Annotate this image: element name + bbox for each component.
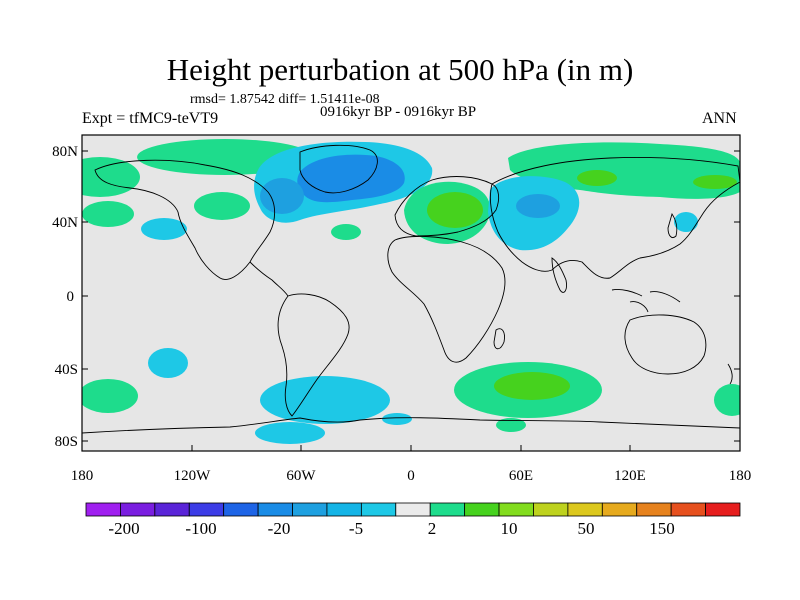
colorbar-swatch [498, 502, 534, 517]
contour-cyan-s-pacific [148, 348, 188, 378]
colorbar-label: -20 [268, 519, 291, 538]
colorbar-swatch [223, 502, 259, 517]
colorbar-label: 2 [428, 519, 437, 538]
colorbar-label: 10 [501, 519, 518, 538]
coast-greenland [299, 144, 378, 194]
colorbar-labels: -200 -100 -20 -5 2 10 50 150 [108, 519, 674, 538]
contour-teal-w-pacific [82, 201, 134, 227]
contour-cyan-s-atlantic-2 [382, 413, 412, 425]
coast-north-america [94, 159, 276, 280]
contour-green-europe [427, 192, 483, 228]
colorbar-swatch [154, 502, 190, 517]
experiment-label: Expt = tfMC9-teVT9 [82, 110, 219, 127]
coastlines [82, 144, 740, 434]
x-tick-label: 180 [71, 468, 94, 484]
colorbar [85, 502, 741, 517]
colorbar-swatch [257, 502, 293, 517]
colorbar-swatch [533, 502, 569, 517]
colorbar-label: -200 [108, 519, 139, 538]
period-label: 0916kyr BP - 0916kyr BP [320, 104, 477, 120]
colorbar-label: -100 [185, 519, 216, 538]
map-panel: 80N 40N 0 40S 80S 180 120W 60W 0 60E 120… [52, 134, 752, 484]
contour-light-blue-labrador [260, 178, 304, 214]
coast-australia [624, 314, 707, 375]
y-tick-label: 40S [55, 362, 78, 378]
y-tick-label: 0 [67, 289, 75, 305]
coast-india [551, 257, 567, 293]
contour-green-siberia [577, 170, 617, 186]
contour-teal-n-pacific [82, 157, 140, 197]
x-tick-label: 120W [174, 468, 212, 484]
contour-cyan-pacific [141, 218, 187, 240]
contour-teal-ne-pacific [194, 192, 250, 220]
x-tick-labels: 180 120W 60W 0 60E 120E 180 [71, 468, 752, 484]
x-tick-label: 120E [614, 468, 646, 484]
contour-green-s-indian [494, 372, 570, 400]
colorbar-swatch [292, 502, 328, 517]
contour-blue-greenland [297, 154, 405, 203]
contour-cyan-s-atlantic [260, 376, 390, 424]
colorbar-swatch [188, 502, 225, 517]
coast-antarctica [82, 417, 740, 434]
contour-light-blue-central-asia [516, 194, 560, 218]
coast-asia [489, 157, 740, 279]
x-tick-label: 60W [286, 468, 316, 484]
colorbar-swatch [464, 502, 500, 517]
coast-se-asia-islands [611, 289, 681, 313]
colorbar-swatch [326, 502, 362, 517]
colorbar-swatch [429, 502, 466, 517]
coast-madagascar [493, 328, 505, 350]
coast-south-america [277, 293, 350, 417]
y-tick-label: 80N [52, 144, 78, 160]
contour-green-ne-asia [693, 175, 737, 189]
colorbar-swatch [395, 502, 431, 517]
colorbar-swatch [85, 502, 121, 517]
y-tick-label: 40N [52, 215, 78, 231]
x-tick-label: 60E [509, 468, 533, 484]
y-tick-labels: 80N 40N 0 40S 80S [52, 144, 78, 450]
x-tick-label: 180 [729, 468, 752, 484]
contour-cyan-antarctic [255, 422, 325, 444]
coast-new-zealand [727, 363, 733, 385]
colorbar-label: -5 [349, 519, 363, 538]
contour-teal-s-pacific-east [714, 384, 740, 416]
rmsd-stats-label: rmsd= 1.87542 diff= 1.51411e-08 [190, 92, 380, 107]
coast-japan [667, 212, 678, 239]
colorbar-swatch [636, 502, 672, 517]
plot-title: Height perturbation at 500 hPa (in m) [166, 52, 634, 87]
contour-fields [82, 139, 740, 444]
colorbar-label: 50 [578, 519, 595, 538]
y-tick-label: 80S [55, 434, 78, 450]
season-label: ANN [702, 110, 737, 127]
colorbar-swatch [705, 502, 741, 517]
colorbar-swatch [360, 502, 397, 517]
contour-teal-s-pacific-west [82, 379, 138, 413]
contour-teal-s-indian-2 [496, 418, 526, 432]
contour-cyan-pacific-east [674, 212, 698, 232]
coast-central-america [249, 261, 289, 297]
colorbar-swatch [567, 502, 603, 517]
x-tick-label: 0 [407, 468, 415, 484]
colorbar-swatch [670, 502, 706, 517]
contour-teal-atlantic [331, 224, 361, 240]
colorbar-label: 150 [649, 519, 675, 538]
coast-africa [387, 235, 506, 363]
axis-ticks [81, 150, 741, 451]
colorbar-swatch [601, 502, 638, 517]
colorbar-swatch [120, 502, 156, 517]
